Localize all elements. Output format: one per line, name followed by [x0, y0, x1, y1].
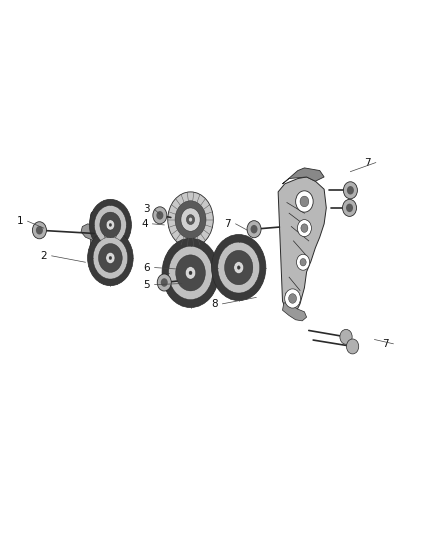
Text: 5: 5	[143, 280, 150, 289]
Circle shape	[187, 215, 194, 224]
Polygon shape	[81, 224, 94, 241]
Circle shape	[168, 192, 213, 247]
Circle shape	[156, 211, 163, 220]
Circle shape	[162, 238, 219, 308]
Circle shape	[176, 255, 205, 291]
Circle shape	[343, 182, 357, 199]
Text: 4: 4	[141, 219, 148, 229]
Text: 7: 7	[224, 219, 231, 229]
Circle shape	[340, 329, 352, 344]
Circle shape	[95, 206, 126, 244]
Text: 3: 3	[143, 205, 150, 214]
Circle shape	[185, 266, 196, 279]
Circle shape	[153, 207, 167, 224]
Circle shape	[237, 266, 240, 269]
Polygon shape	[283, 303, 307, 321]
Text: 7: 7	[364, 158, 371, 167]
Circle shape	[234, 262, 244, 273]
Text: 1: 1	[16, 216, 23, 226]
Circle shape	[181, 208, 200, 231]
Circle shape	[300, 196, 309, 207]
Circle shape	[343, 199, 357, 216]
Circle shape	[347, 186, 354, 195]
Text: 6: 6	[143, 263, 150, 272]
Circle shape	[89, 199, 131, 251]
Circle shape	[289, 294, 297, 303]
Circle shape	[106, 253, 115, 263]
Text: 2: 2	[40, 251, 47, 261]
Circle shape	[225, 251, 253, 285]
Polygon shape	[283, 168, 324, 184]
Circle shape	[175, 201, 206, 238]
Circle shape	[218, 242, 260, 293]
Circle shape	[93, 237, 128, 279]
Circle shape	[247, 221, 261, 238]
Circle shape	[161, 278, 168, 287]
Circle shape	[106, 220, 115, 230]
Text: 8: 8	[211, 299, 218, 309]
Circle shape	[169, 246, 212, 300]
Polygon shape	[278, 177, 326, 317]
Circle shape	[32, 222, 46, 239]
Circle shape	[157, 274, 171, 291]
Circle shape	[297, 254, 310, 270]
Circle shape	[346, 204, 353, 212]
Circle shape	[109, 223, 112, 227]
Circle shape	[251, 225, 258, 233]
Text: 7: 7	[382, 339, 389, 349]
Circle shape	[297, 220, 311, 237]
Circle shape	[346, 339, 359, 354]
Circle shape	[301, 224, 308, 232]
Circle shape	[109, 256, 112, 260]
FancyBboxPatch shape	[91, 212, 126, 268]
Circle shape	[189, 217, 192, 222]
Circle shape	[100, 212, 121, 238]
Circle shape	[88, 230, 133, 286]
Circle shape	[300, 259, 306, 266]
Circle shape	[285, 289, 300, 308]
Circle shape	[36, 226, 43, 235]
Circle shape	[189, 271, 192, 275]
Circle shape	[296, 191, 313, 212]
Circle shape	[99, 244, 122, 272]
Circle shape	[212, 235, 266, 301]
